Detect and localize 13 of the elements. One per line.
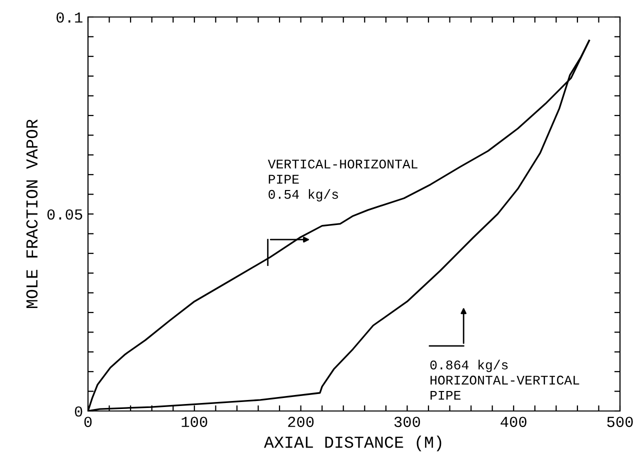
y-axis-title: MOLE FRACTION VAPOR	[26, 119, 38, 308]
annotation: VERTICAL-HORIZONTAL PIPE 0.54 kg/s	[268, 160, 418, 202]
y-tick-label: 0	[74, 406, 82, 417]
annotation: 0.864 kg/s HORIZONTAL-VERTICAL PIPE	[430, 360, 580, 400]
x-tick-label: 400	[500, 416, 526, 428]
x-axis-title: AXIAL DISTANCE (M)	[264, 436, 442, 452]
x-tick-label: 500	[607, 416, 633, 428]
x-tick-label: 100	[182, 416, 208, 428]
x-tick-label: 300	[394, 416, 420, 428]
y-tick-label: 0.05	[47, 209, 82, 220]
x-tick-label: 0	[84, 416, 92, 428]
x-tick-label: 200	[288, 416, 314, 428]
y-tick-label: 0.1	[56, 12, 82, 23]
